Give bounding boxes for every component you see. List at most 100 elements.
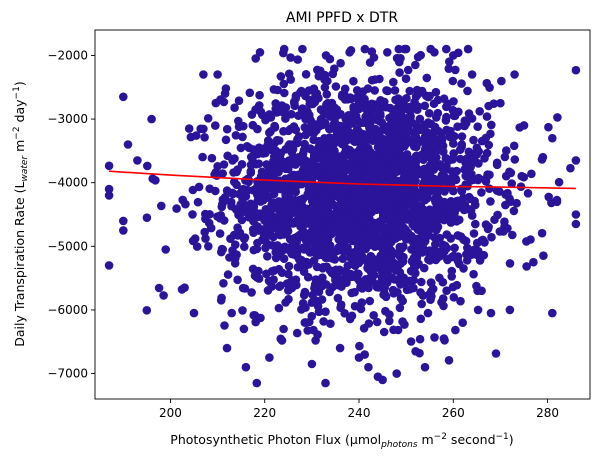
scatter-point [308,290,318,300]
scatter-point [505,194,514,203]
scatter-point [427,292,436,301]
scatter-point [193,197,203,207]
scatter-point [376,96,385,105]
scatter-point [359,192,368,202]
scatter-point [449,293,459,302]
scatter-point [417,277,426,287]
scatter-point [276,148,286,158]
scatter-point [378,375,387,385]
scatter-point [292,328,302,338]
scatter-point [312,262,322,272]
scatter-point [218,169,227,178]
scatter-point [231,131,241,140]
scatter-point [510,70,519,79]
scatter-point [499,227,508,236]
scatter-point [505,305,515,315]
scatter-point [219,279,228,288]
scatter-point [443,255,452,265]
scatter-point [237,160,247,169]
scatter-point [178,195,187,205]
scatter-point [444,156,454,165]
scatter-point [473,305,483,315]
scatter-point [304,125,314,135]
scatter-point [276,334,286,344]
scatter-point [199,70,208,79]
scatter-point [104,261,114,270]
scatter-point [285,188,295,198]
scatter-point [363,281,372,291]
scatter-point [437,298,446,307]
scatter-point [265,110,274,119]
scatter-point [349,102,358,112]
scatter-point [242,207,251,217]
scatter-point [366,262,376,271]
scatter-point [290,99,299,108]
scatter-point [405,102,414,112]
scatter-point [363,84,373,93]
scatter-point [481,220,491,229]
scatter-point [373,260,383,270]
scatter-point [217,202,227,212]
scatter-point [320,172,329,181]
scatter-point [442,44,451,54]
scatter-point [142,306,152,315]
scatter-point [416,50,426,60]
scatter-point [211,121,220,130]
scatter-point [414,191,423,201]
scatter-point [415,213,425,222]
scatter-point [414,246,423,256]
scatter-point [422,189,431,199]
scatter-point [440,173,450,182]
scatter-point [321,280,331,289]
scatter-point [571,219,581,229]
scatter-point [366,272,376,282]
scatter-point [415,125,424,135]
y-tick-label: −2000 [47,48,88,62]
scatter-point [385,139,395,148]
scatter-point [252,378,262,388]
scatter-point [104,161,114,171]
scatter-point [189,308,199,318]
scatter-point [409,142,419,151]
scatter-point [389,128,399,137]
scatter-point [420,236,430,246]
scatter-point [363,230,373,239]
x-tick-label: 280 [536,406,559,420]
scatter-point [220,89,230,98]
scatter-point [269,232,278,242]
scatter-point [487,232,496,242]
scatter-point [421,141,430,150]
scatter-point [402,123,412,132]
scatter-point [321,378,330,388]
scatter-point [253,149,262,159]
scatter-point [480,154,489,163]
scatter-point [455,145,465,154]
scatter-point [493,210,502,220]
scatter-point [368,220,378,229]
scatter-point [442,112,451,122]
scatter-point [321,51,331,60]
scatter-point [456,296,465,306]
scatter-point [261,205,271,214]
scatter-point [477,286,486,296]
scatter-point [352,223,362,232]
scatter-point [239,234,249,244]
scatter-point [554,177,564,187]
scatter-point [527,169,536,179]
scatter-point [411,347,420,356]
scatter-point [265,128,274,137]
scatter-point [219,216,229,225]
scatter-point [269,85,279,94]
scatter-point [424,109,434,118]
scatter-point [201,209,210,219]
scatter-point [335,234,345,243]
scatter-point [449,251,459,261]
scatter-point [255,48,265,57]
scatter-point [445,57,454,66]
scatter-point [333,293,343,303]
scatter-point [484,140,494,150]
scatter-point [300,287,310,297]
scatter-point [350,204,359,214]
scatter-point [295,255,304,264]
scatter-point [346,235,356,244]
